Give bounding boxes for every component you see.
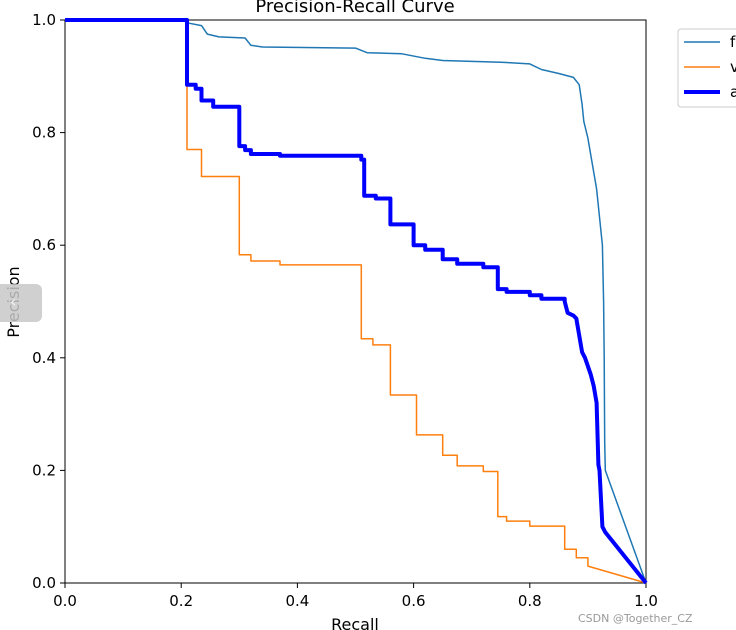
x-tick-label: 0.2 <box>169 592 193 610</box>
y-tick-label: 1.0 <box>32 11 56 29</box>
chart-title: Precision-Recall Curve <box>255 0 454 17</box>
legend-box <box>677 28 736 108</box>
x-tick-label: 0.8 <box>518 592 542 610</box>
legend: fva <box>677 28 736 108</box>
series-line-v <box>65 19 647 584</box>
series-layer <box>65 18 648 585</box>
y-axis-ticks: 0.0 0.2 0.4 0.6 0.8 1.0 <box>32 11 65 592</box>
series-line-a <box>65 18 648 585</box>
y-tick-label: 0.2 <box>32 461 56 479</box>
legend-label-f: f <box>730 33 736 51</box>
legend-label-v: v <box>730 58 736 76</box>
x-tick-label: 0.0 <box>53 592 77 610</box>
x-tick-label: 0.6 <box>402 592 426 610</box>
watermark-text: CSDN @Together_CZ <box>578 612 693 625</box>
y-tick-label: 0.8 <box>32 124 56 142</box>
x-axis-label: Recall <box>331 615 379 630</box>
series-line-f <box>65 19 647 584</box>
x-tick-label: 0.4 <box>285 592 309 610</box>
collapse-panel-handle[interactable]: ‹ <box>0 284 42 322</box>
y-tick-label: 0.0 <box>32 574 56 592</box>
plot-area <box>64 18 648 585</box>
y-tick-label: 0.6 <box>32 236 56 254</box>
chevron-left-icon: ‹ <box>10 292 17 311</box>
x-tick-label: 1.0 <box>634 592 658 610</box>
y-tick-label: 0.4 <box>32 349 56 367</box>
plot-frame <box>64 19 647 584</box>
x-axis-ticks: 0.0 0.2 0.4 0.6 0.8 1.0 <box>53 583 658 610</box>
legend-label-a: a <box>730 83 736 101</box>
